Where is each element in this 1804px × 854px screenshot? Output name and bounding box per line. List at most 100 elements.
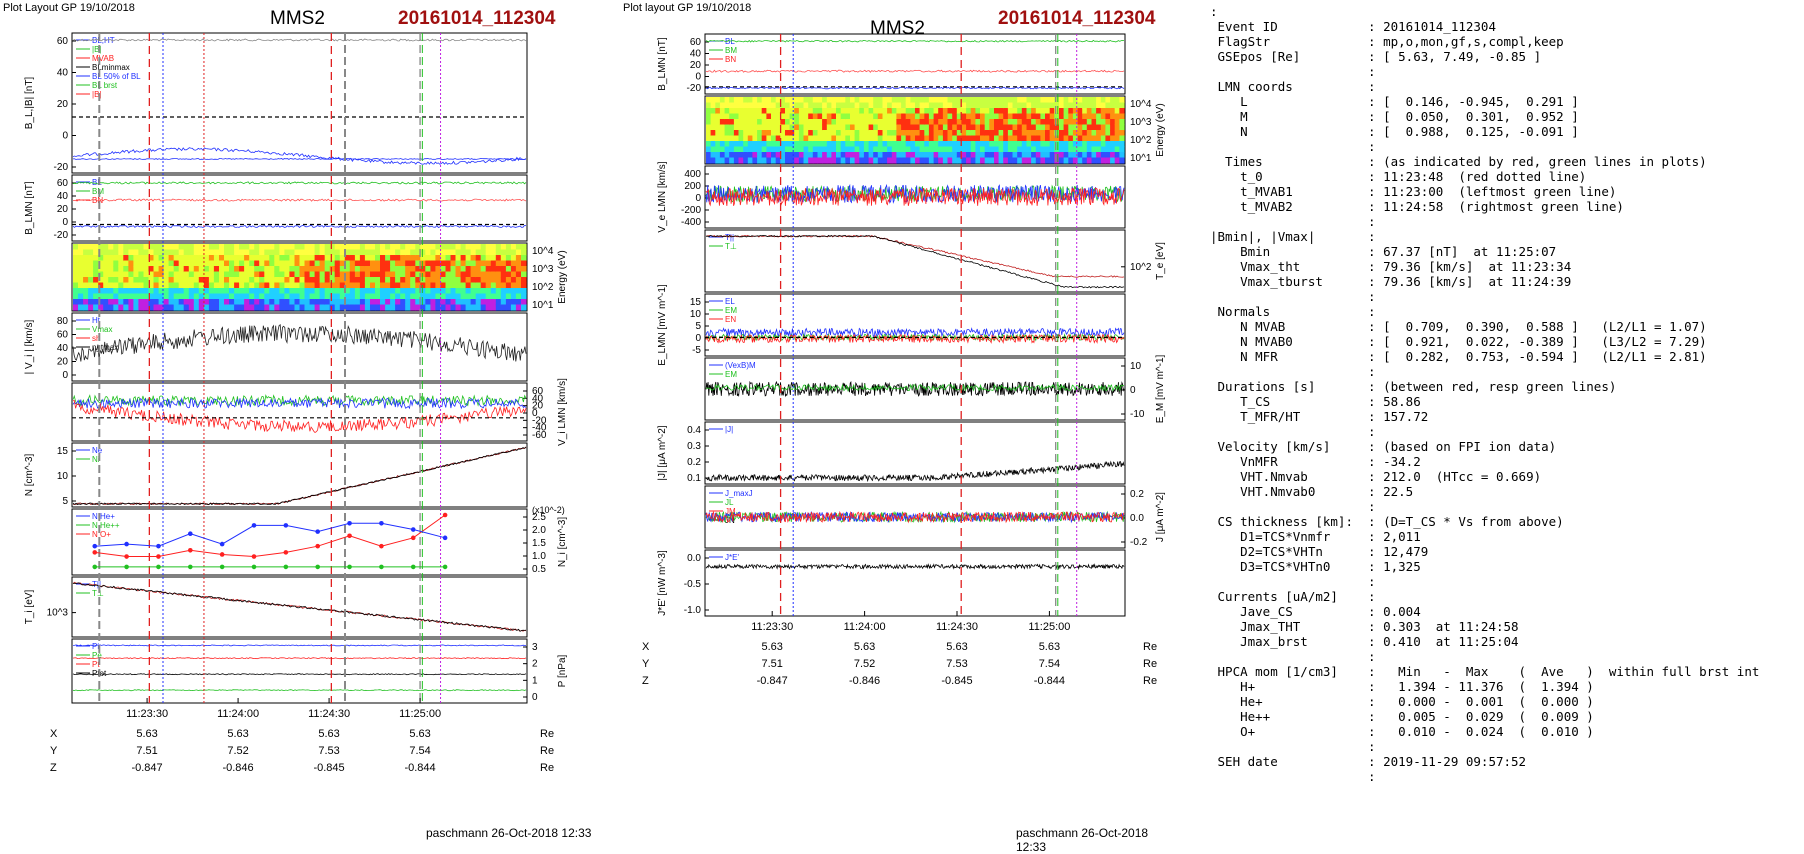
spectrogram-cell [817,124,823,131]
spectrogram-cell [896,157,902,164]
ni-series-line [94,514,446,558]
spectrogram-cell [254,282,260,289]
spectrogram-cell [505,249,512,256]
spectrogram-cell [989,146,995,153]
spectrogram-cell [1003,119,1009,126]
spectrogram-cell [966,113,972,120]
spectrogram-cell [390,282,396,289]
spectrogram-cell [896,152,902,159]
spectrogram-cell [775,102,781,109]
spectrogram-cell [1082,102,1088,109]
spectrogram-cell [1049,152,1055,159]
spectrogram-cell [108,244,114,251]
spectrogram-cell [455,249,462,256]
spectrogram-cell [859,119,865,126]
legend-entry: MVAB [92,54,114,63]
spectrogram-cell [395,282,401,289]
spectrogram-cell [118,260,124,267]
spectrogram-cell [901,113,907,120]
spectrogram-cell [400,304,406,311]
spectrogram-cell [239,288,245,295]
spectrogram-cell [1026,135,1032,142]
spectrogram-cell [887,108,893,115]
spectrogram-cell [840,124,846,131]
spectrogram-cell [947,130,953,137]
spectrogram-cell [415,293,421,300]
spectrogram-cell [808,102,814,109]
spectrogram-cell [961,130,967,137]
spectrogram-cell [279,299,285,306]
spectrogram-cell [148,266,155,273]
spectrogram-cell [868,146,874,153]
spectrogram-cell [794,108,800,115]
spectrogram-cell [143,277,150,284]
spectrogram-cell [1119,113,1125,120]
spectrogram-cell [933,152,939,159]
spectrogram-cell [344,277,351,284]
tick-label: 10^3 [532,264,554,275]
spectrogram-cell [420,244,426,251]
legend-entry: Vmax [92,325,112,334]
spectrogram-cell [942,124,949,131]
info-line: N MVAB : [ 0.709, 0.390, 0.588 ] (L2/L1 … [1210,319,1707,334]
spectrogram-cell [803,113,809,120]
spectrogram-cell [877,141,883,148]
spectrogram-cell [817,108,823,115]
spectrogram-cell [752,119,758,126]
spectrogram-cell [475,255,482,262]
x-tick-label: 11:24:00 [844,621,886,633]
spectrogram-cell [942,97,949,104]
spectrogram-cell [1068,130,1074,137]
spectrogram-cell [747,146,753,153]
spectrogram-cell [1059,113,1065,120]
spectrogram-cell [304,255,311,262]
spectrogram-cell [400,299,406,306]
spectrogram-cell [938,157,944,164]
spectrogram-cell [831,146,837,153]
spectrogram-cell [1040,130,1046,137]
spectrogram-cell [490,288,497,295]
spectrogram-cell [108,277,114,284]
spectrogram-cell [715,108,721,115]
spectrogram-cell [158,244,165,251]
spectrogram-cell [1031,146,1037,153]
spectrogram-cell [203,249,210,256]
spectrogram-cell [854,108,860,115]
spectrogram-cell [364,249,371,256]
spectrogram-cell [719,113,726,120]
spectrogram-cell [490,299,497,306]
spectrogram-cell [966,124,972,131]
spectrogram-cell [1119,108,1125,115]
spectrogram-cell [975,108,981,115]
tick-label: 60 [57,36,69,47]
tick-label: 40 [690,49,702,60]
spectrogram-cell [812,113,818,120]
spectrogram-cell [785,157,791,164]
spectrogram-cell [766,108,772,115]
spectrogram-cell [706,130,712,137]
spectrogram-cell [370,266,376,273]
spectrogram-cell [495,266,502,273]
pos-value: 5.63 [946,641,967,653]
spectrogram-cell [812,108,818,115]
spectrogram-cell [882,141,888,148]
spectrogram-cell [334,288,341,295]
spectrogram-cell [1096,157,1102,164]
spectrogram-cell [98,271,104,278]
spectrogram-cell [743,141,749,148]
spectrogram-cell [309,244,316,251]
spectrogram-cell [863,119,870,126]
spectrogram-cell [83,288,89,295]
spectrogram-cell [840,102,846,109]
spectrogram-cell [933,97,939,104]
spectrogram-cell [877,102,883,109]
spectrogram-cell [938,124,944,131]
spectrogram-cell [710,97,716,104]
spectrogram-cell [710,130,716,137]
spectrogram-cell [1026,141,1032,148]
series-line [705,327,1125,338]
spectrogram-cell [942,157,949,164]
spectrogram-cell [1017,102,1023,109]
spectrogram-cell [785,97,791,104]
pos-value: -0.844 [404,762,435,774]
